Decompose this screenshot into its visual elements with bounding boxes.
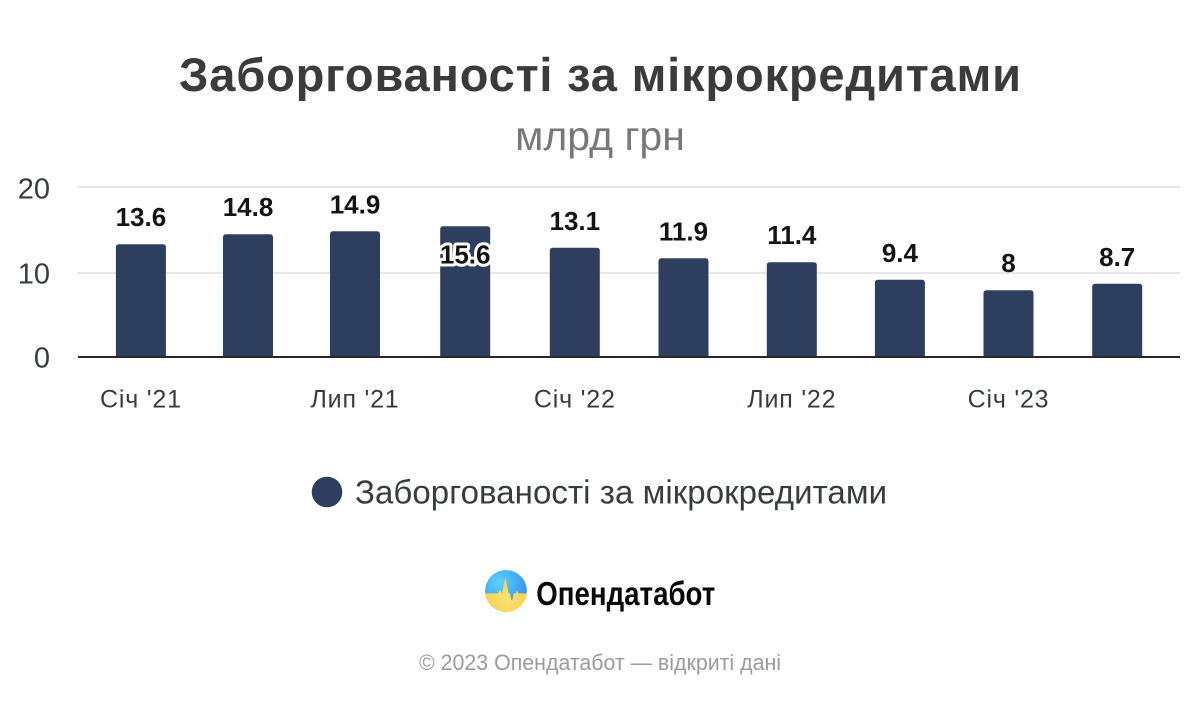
svg-text:Січ '21: Січ '21 [100,386,182,414]
svg-text:© 2023 Опендатабот — відкриті: © 2023 Опендатабот — відкриті дані [419,650,781,675]
svg-text:Січ '22: Січ '22 [534,386,616,414]
svg-text:9.4: 9.4 [882,238,919,268]
svg-text:13.1: 13.1 [549,206,600,236]
svg-text:11.9: 11.9 [659,216,708,246]
svg-text:11.4: 11.4 [767,220,817,250]
svg-text:13.6: 13.6 [116,202,167,232]
svg-text:14.8: 14.8 [223,192,274,222]
svg-text:Опендатабот: Опендатабот [536,575,715,612]
svg-text:14.9: 14.9 [330,189,381,219]
svg-text:8: 8 [1001,248,1015,278]
svg-text:0: 0 [34,343,50,375]
svg-text:Лип '22: Лип '22 [747,386,836,414]
svg-text:10: 10 [18,259,50,291]
svg-text:Січ '23: Січ '23 [968,386,1050,414]
svg-text:млрд грн: млрд грн [515,113,685,159]
svg-text:15.6: 15.6 [440,240,491,270]
svg-text:20: 20 [18,174,50,206]
svg-text:Заборгованості за мікрокредита: Заборгованості за мікрокредитами [179,48,1021,101]
svg-text:Лип '21: Лип '21 [310,386,399,414]
svg-text:Заборгованості за мікрокредита: Заборгованості за мікрокредитами [355,474,887,511]
svg-text:8.7: 8.7 [1099,242,1135,272]
